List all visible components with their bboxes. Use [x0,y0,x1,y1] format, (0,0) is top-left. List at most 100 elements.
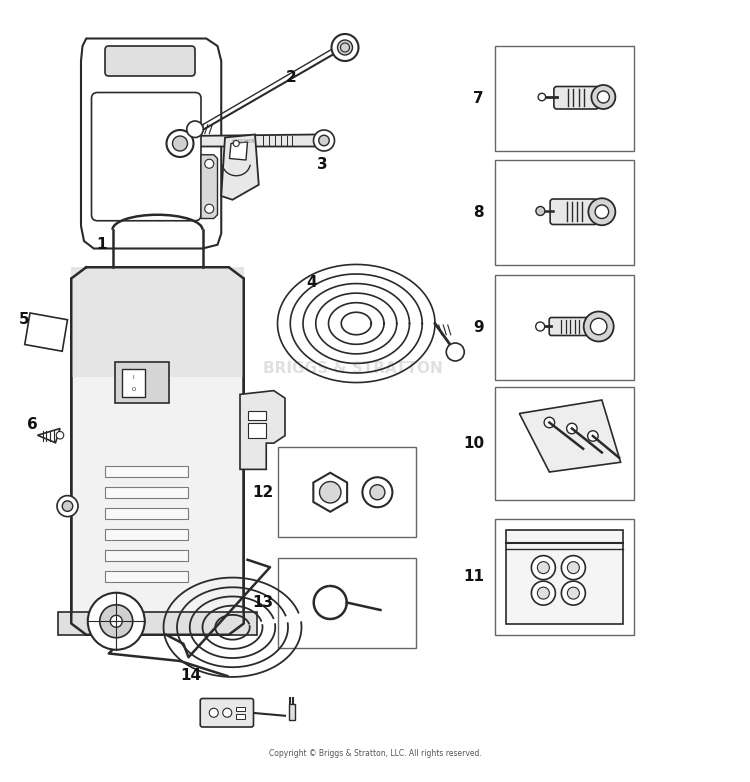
Circle shape [172,136,188,151]
Bar [248,411,266,420]
Circle shape [584,311,614,342]
Circle shape [544,418,554,428]
Text: O: O [131,387,136,393]
Circle shape [537,561,549,574]
Circle shape [209,708,218,717]
Text: 7: 7 [473,91,484,106]
Bar [236,714,244,719]
Circle shape [56,432,64,439]
Text: 13: 13 [252,595,273,610]
Text: 5: 5 [19,312,29,327]
Bar [105,487,188,498]
Bar [105,508,188,519]
Bar [278,558,416,647]
Bar [495,518,634,635]
Polygon shape [176,135,326,149]
Polygon shape [71,267,244,635]
Polygon shape [81,38,221,249]
Text: BRIGGS & STRATTON: BRIGGS & STRATTON [262,361,442,376]
Text: Copyright © Briggs & Stratton, LLC. All rights reserved.: Copyright © Briggs & Stratton, LLC. All … [268,749,482,759]
Polygon shape [314,473,347,511]
FancyBboxPatch shape [550,199,597,224]
Text: 6: 6 [27,418,38,432]
Circle shape [567,423,578,434]
Circle shape [319,135,329,145]
Bar [248,423,266,438]
FancyBboxPatch shape [105,46,195,76]
Text: 11: 11 [464,569,484,584]
Circle shape [589,199,616,225]
Circle shape [223,708,232,717]
Circle shape [338,40,352,55]
Circle shape [166,130,194,157]
Circle shape [62,501,73,511]
Bar [278,447,416,537]
Circle shape [320,482,341,503]
Polygon shape [71,267,244,378]
Bar [495,387,634,500]
Circle shape [205,160,214,168]
Polygon shape [520,400,621,472]
Text: 1: 1 [96,237,106,253]
Text: 12: 12 [252,485,273,500]
Circle shape [597,91,610,103]
Bar [495,160,634,265]
Text: 8: 8 [473,205,484,220]
Circle shape [110,615,122,627]
Bar [495,46,634,151]
Circle shape [536,206,544,216]
Circle shape [233,141,239,146]
Polygon shape [58,612,257,635]
Circle shape [332,34,358,61]
Text: 2: 2 [286,70,296,85]
Circle shape [538,93,545,101]
Bar [105,466,188,477]
Circle shape [314,130,334,151]
Circle shape [88,593,145,650]
Text: I: I [133,375,134,380]
Circle shape [57,496,78,517]
FancyBboxPatch shape [92,92,201,221]
Circle shape [205,204,214,213]
Circle shape [567,561,579,574]
Circle shape [561,581,585,605]
Circle shape [531,556,555,579]
Circle shape [536,322,544,331]
Bar [289,704,295,720]
Polygon shape [38,429,60,443]
Text: 9: 9 [473,320,484,335]
Circle shape [187,121,203,138]
Circle shape [537,587,549,599]
Circle shape [561,556,585,579]
Text: 10: 10 [464,436,484,451]
Circle shape [531,581,555,605]
Polygon shape [240,391,285,469]
Bar [115,362,169,404]
Text: KARCHER: KARCHER [232,138,256,144]
Text: 4: 4 [306,274,316,290]
Bar [105,550,188,561]
Circle shape [370,485,385,500]
Circle shape [567,587,579,599]
Circle shape [596,205,609,218]
Circle shape [362,477,392,508]
Bar [495,274,634,380]
Polygon shape [230,142,248,160]
Bar [105,571,188,583]
FancyBboxPatch shape [549,317,591,335]
Text: 14: 14 [181,669,202,683]
Circle shape [590,318,607,335]
FancyBboxPatch shape [200,698,254,727]
FancyBboxPatch shape [554,87,598,109]
Polygon shape [201,155,217,218]
Bar [506,529,622,623]
Bar [105,529,188,540]
Bar [122,369,145,397]
Circle shape [588,431,598,441]
Circle shape [446,343,464,361]
Text: 3: 3 [317,157,328,172]
Circle shape [100,604,133,638]
Circle shape [592,85,616,109]
Polygon shape [25,313,68,351]
Polygon shape [221,135,259,199]
